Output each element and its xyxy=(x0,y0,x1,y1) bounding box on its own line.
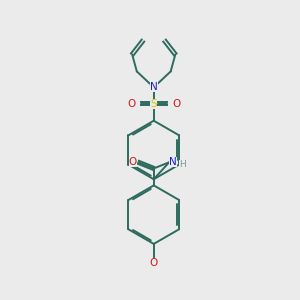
Text: S: S xyxy=(150,99,157,109)
Text: O: O xyxy=(129,157,137,167)
Text: N: N xyxy=(150,82,158,92)
Text: O: O xyxy=(172,99,180,109)
Text: O: O xyxy=(127,99,136,109)
Text: N: N xyxy=(169,157,177,166)
Text: O: O xyxy=(150,258,158,268)
Text: H: H xyxy=(179,160,186,169)
